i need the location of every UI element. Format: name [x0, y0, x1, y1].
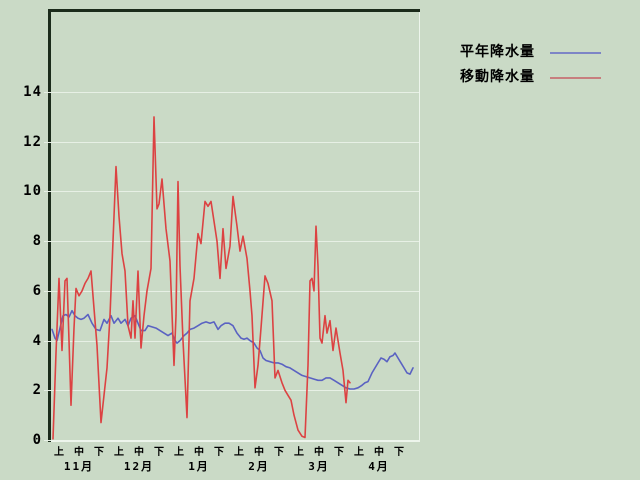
x-month-label-6: 4月: [368, 460, 390, 473]
y-axis-label-2: 2: [32, 382, 42, 398]
legend-item-normal: 平年降水量: [460, 42, 635, 67]
gridline-y14: [51, 92, 419, 93]
x-decade-label-3-0: 上: [234, 447, 244, 458]
series-line-0: [51, 309, 414, 390]
x-decade-label-2-0: 上: [174, 447, 184, 458]
x-decade-label-2-2: 下: [214, 447, 224, 458]
gridline-y8: [51, 241, 419, 242]
legend-label-normal: 平年降水量: [460, 44, 535, 60]
y-tick-4: [44, 341, 51, 342]
plot-top-border: [48, 9, 420, 12]
x-decade-label-0-0: 上: [54, 447, 64, 458]
series-line-1: [52, 116, 351, 440]
y-tick-0: [44, 440, 51, 441]
x-decade-label-4-2: 下: [334, 447, 344, 458]
y-axis-label-0: 0: [32, 432, 42, 448]
x-decade-label-3-2: 下: [274, 447, 284, 458]
legend: 平年降水量 移動降水量: [460, 42, 635, 92]
legend-swatch-moving-line: [550, 77, 601, 79]
x-month-label-2: 12月: [123, 460, 155, 473]
x-decade-label-2-1: 中: [194, 447, 204, 458]
plot-left-border: [48, 9, 51, 442]
plot-bottom-axis: [51, 440, 420, 442]
x-month-label-5: 3月: [308, 460, 330, 473]
y-axis-label-8: 8: [32, 233, 42, 249]
legend-label-moving: 移動降水量: [460, 69, 535, 85]
plot-right-edge: [419, 12, 420, 441]
legend-swatch-normal-line: [550, 52, 601, 54]
y-axis-label-12: 12: [23, 134, 42, 150]
x-decade-label-4-1: 中: [314, 447, 324, 458]
legend-item-moving: 移動降水量: [460, 67, 635, 92]
gridline-y12: [51, 142, 419, 143]
gridline-y4: [51, 341, 419, 342]
gridline-y6: [51, 291, 419, 292]
x-month-label-4: 2月: [248, 460, 270, 473]
y-tick-2: [44, 390, 51, 391]
x-decade-label-1-0: 上: [114, 447, 124, 458]
y-axis-label-10: 10: [23, 183, 42, 199]
x-month-label-1: 11月: [63, 460, 95, 473]
x-decade-label-3-1: 中: [254, 447, 264, 458]
x-decade-label-5-1: 中: [374, 447, 384, 458]
x-month-label-3: 1月: [188, 460, 210, 473]
x-decade-label-4-0: 上: [294, 447, 304, 458]
gridline-y10: [51, 191, 419, 192]
x-decade-label-5-2: 下: [394, 447, 404, 458]
y-axis-label-4: 4: [32, 333, 42, 349]
y-tick-14: [44, 92, 51, 93]
y-tick-8: [44, 241, 51, 242]
gridline-y2: [51, 390, 419, 391]
x-decade-label-1-1: 中: [134, 447, 144, 458]
x-decade-label-0-2: 下: [94, 447, 104, 458]
y-tick-12: [44, 142, 51, 143]
x-decade-label-1-2: 下: [154, 447, 164, 458]
y-axis-label-14: 14: [23, 84, 42, 100]
y-axis-label-6: 6: [32, 283, 42, 299]
x-decade-label-5-0: 上: [354, 447, 364, 458]
y-tick-10: [44, 191, 51, 192]
y-tick-6: [44, 291, 51, 292]
x-decade-label-0-1: 中: [74, 447, 84, 458]
